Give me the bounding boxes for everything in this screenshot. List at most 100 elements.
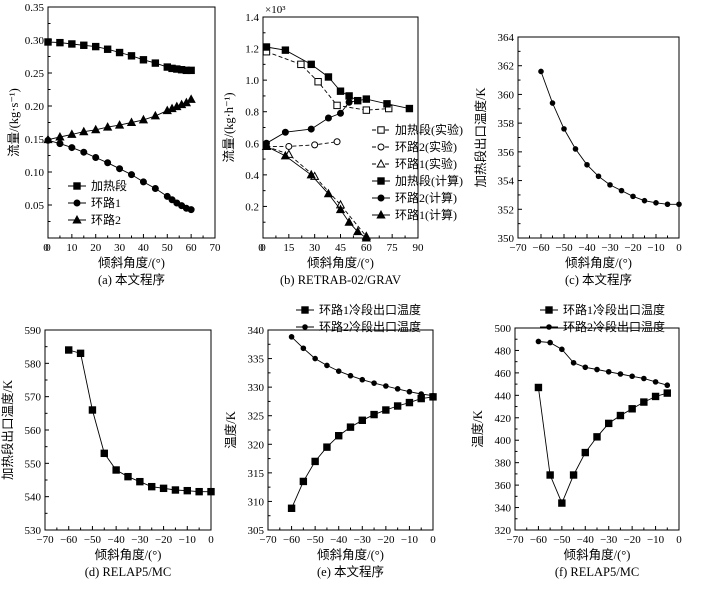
data-point: [314, 78, 322, 86]
data-point: [324, 362, 330, 369]
data-point: [335, 368, 342, 374]
x-tick-label: −50: [553, 534, 571, 546]
x-tick-label: 50: [162, 242, 174, 254]
y-tick-label: 0.2: [245, 201, 259, 213]
axes-frame: [514, 327, 680, 531]
x-tick-label: 40: [138, 242, 150, 254]
y-tick-label: 440: [495, 390, 512, 402]
legend-marker: [545, 306, 553, 314]
x-tick-label: −70: [506, 534, 524, 546]
data-point: [595, 173, 602, 180]
x-tick-label: −70: [509, 242, 527, 254]
data-point: [324, 73, 333, 81]
y-tick-label: 352: [498, 204, 515, 216]
y-axis-label: 温度/K: [470, 410, 485, 448]
data-point: [569, 471, 578, 479]
data-point: [333, 138, 341, 146]
chart-e: −70 −60 −50 −40 −30 −20 −10 0 305 310 315 320 325 330…: [223, 302, 437, 579]
data-point: [92, 153, 100, 161]
data-point: [547, 339, 553, 346]
axes-frame: [517, 36, 680, 239]
data-point: [393, 402, 402, 410]
x-tick-label: 30: [114, 242, 126, 254]
x-tick-label: −10: [179, 534, 197, 546]
x-tick-label: −30: [600, 534, 618, 546]
data-point: [150, 110, 160, 120]
series-line: [266, 141, 338, 147]
data-point: [297, 60, 305, 69]
legend-label: 环路1(实验): [395, 156, 457, 171]
data-point: [653, 200, 659, 206]
y-tick-label: 550: [25, 458, 42, 470]
data-point: [324, 114, 332, 122]
data-point: [594, 366, 600, 373]
y-tick-label: 310: [248, 496, 265, 508]
data-point: [581, 448, 589, 457]
data-point: [430, 392, 436, 399]
y-tick-label: 362: [498, 61, 515, 73]
legend-marker: [376, 209, 386, 219]
data-point: [362, 95, 371, 103]
x-tick-label: −30: [601, 242, 619, 254]
x-tick-label: −20: [377, 534, 395, 546]
data-point: [572, 146, 579, 152]
y-tick-label: 0.35: [25, 2, 45, 14]
series-1: [65, 346, 215, 496]
x-tick-label: −60: [532, 242, 550, 254]
y-tick-label: 0.4: [245, 170, 259, 182]
y-tick-label: 364: [498, 32, 515, 44]
data-point: [630, 193, 636, 200]
data-point: [418, 391, 425, 397]
data-point: [126, 117, 137, 126]
x-axis-label: 倾斜角度/(°): [564, 547, 631, 562]
y-tick-label: 0.8: [245, 107, 259, 119]
y-tick-label: 420: [495, 413, 512, 425]
data-point: [333, 101, 341, 110]
data-point: [76, 349, 85, 358]
series-line: [266, 51, 389, 111]
data-point: [335, 432, 343, 440]
data-point: [148, 482, 156, 491]
x-tick-label: 0: [208, 534, 214, 546]
x-tick-label: 70: [210, 242, 222, 254]
data-point: [664, 382, 671, 389]
y-axis-label: 流量/(kg·s⁻¹): [7, 88, 21, 157]
chart-c: −70 −60 −50 −40 −30 −20 −10 0 350 352 354 356 358 360…: [473, 32, 682, 287]
series-6: [261, 141, 371, 242]
y-tick-label: 325: [248, 411, 265, 423]
data-point: [168, 196, 176, 204]
y-tick-label: 356: [498, 147, 515, 159]
data-point: [323, 443, 331, 451]
series-line: [538, 341, 668, 386]
data-point: [100, 449, 108, 458]
data-point: [346, 423, 355, 431]
data-point: [56, 140, 64, 148]
x-tick-label: −40: [330, 534, 348, 546]
x-tick-label: −20: [624, 534, 642, 546]
series-line: [266, 100, 358, 144]
series-line: [266, 145, 367, 237]
x-tick-label: −50: [84, 534, 102, 546]
data-point: [67, 129, 77, 138]
data-point: [561, 126, 567, 132]
series-4: [262, 43, 414, 113]
data-point: [151, 185, 159, 192]
series-line: [47, 99, 192, 141]
data-point: [336, 87, 345, 95]
x-tick-label: 0: [45, 242, 51, 254]
x-tick-label: −10: [647, 242, 665, 254]
data-point: [584, 161, 590, 168]
series-line: [266, 46, 410, 110]
data-point: [361, 232, 371, 242]
y-axis-label: 温度/K: [223, 411, 238, 449]
x-tick-label: −60: [283, 534, 301, 546]
data-point: [651, 392, 660, 401]
x-tick-label: −50: [307, 534, 325, 546]
data-point: [663, 389, 671, 397]
x-tick-label: −70: [259, 534, 277, 546]
data-point: [56, 38, 64, 47]
chart-caption: (c) 本文程序: [565, 272, 632, 287]
x-tick-label: 20: [90, 242, 102, 254]
